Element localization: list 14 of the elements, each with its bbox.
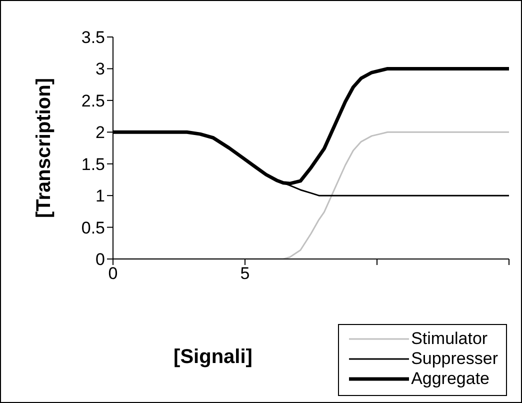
y-tick-label: 3 xyxy=(96,60,105,79)
y-tick-label: 3.5 xyxy=(81,28,105,48)
y-tick-label: 0.5 xyxy=(81,218,105,238)
y-tick-label: 1.5 xyxy=(81,154,105,174)
y-axis-title: [Transcription] xyxy=(33,78,56,218)
x-axis-title: [Signali] xyxy=(172,346,254,369)
legend-label: Suppresser xyxy=(411,349,498,369)
y-tick-label: 0 xyxy=(96,250,105,270)
legend-label: Aggregate xyxy=(411,369,490,389)
y-tick-label: 2.5 xyxy=(81,91,105,110)
x-tick-label: 5 xyxy=(240,264,250,284)
legend-label: Stimulator xyxy=(411,329,488,349)
y-tick-label: 2 xyxy=(96,123,105,142)
y-tick-label: 1 xyxy=(96,186,105,206)
